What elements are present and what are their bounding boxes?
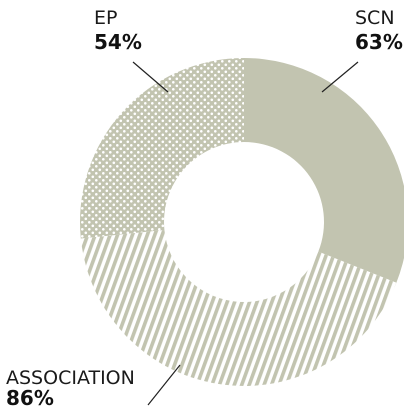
- slice-label-ep: EP: [94, 7, 117, 29]
- slice-scn: [244, 58, 404, 283]
- slice-association: [80, 230, 397, 386]
- slice-label-scn: SCN: [355, 7, 395, 29]
- leader-line-ep: [132, 61, 169, 93]
- leader-line-association: [147, 364, 181, 406]
- slice-value-association: 86%: [6, 386, 54, 409]
- slice-label-association: ASSOCIATION: [6, 367, 135, 389]
- slice-value-scn: 63%: [355, 30, 403, 54]
- leader-line-scn: [321, 61, 359, 93]
- slice-ep: [80, 58, 245, 239]
- slice-value-ep: 54%: [94, 30, 142, 54]
